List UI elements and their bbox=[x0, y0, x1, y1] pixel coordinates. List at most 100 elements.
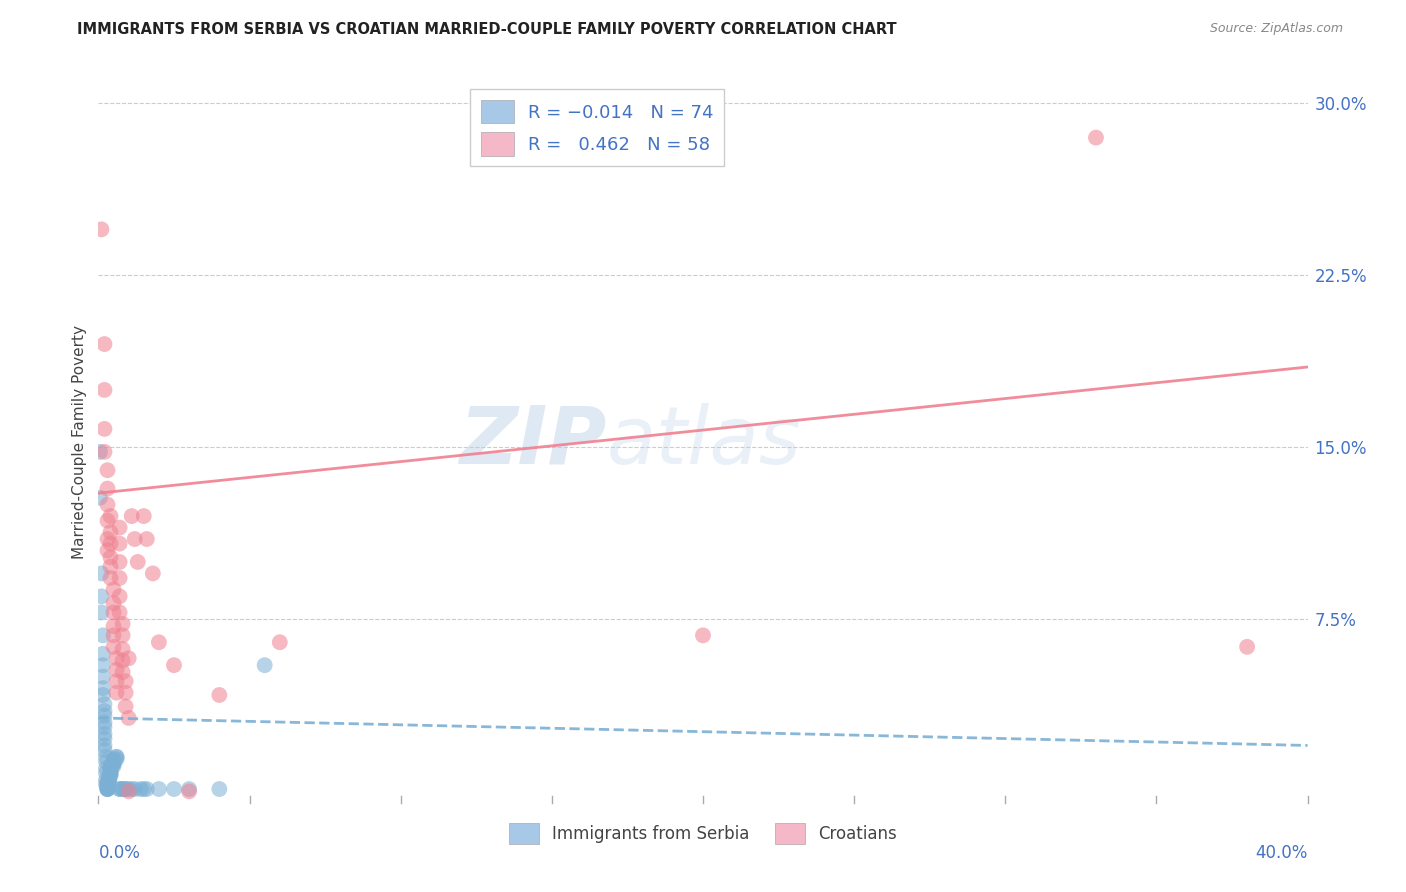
Point bbox=[100, 764, 122, 778]
Point bbox=[96, 777, 118, 791]
Point bbox=[93, 383, 115, 397]
Point bbox=[108, 571, 131, 585]
Point bbox=[91, 658, 114, 673]
Point bbox=[89, 445, 111, 459]
Point bbox=[105, 750, 128, 764]
Point bbox=[179, 784, 201, 798]
Point bbox=[98, 771, 121, 785]
Point bbox=[103, 628, 125, 642]
Point bbox=[132, 509, 155, 524]
Point bbox=[114, 686, 136, 700]
Point bbox=[93, 739, 115, 753]
Text: ZIP: ZIP bbox=[458, 402, 606, 481]
Point bbox=[114, 699, 136, 714]
Point bbox=[111, 642, 134, 657]
Point bbox=[96, 782, 118, 797]
Point bbox=[103, 759, 125, 773]
Point bbox=[94, 777, 117, 791]
Point bbox=[103, 619, 125, 633]
Point bbox=[118, 651, 141, 665]
Point bbox=[98, 775, 121, 789]
Point bbox=[100, 761, 122, 775]
Point bbox=[96, 782, 118, 797]
Point bbox=[96, 514, 118, 528]
Point bbox=[100, 768, 122, 782]
Point bbox=[94, 772, 117, 787]
Text: IMMIGRANTS FROM SERBIA VS CROATIAN MARRIED-COUPLE FAMILY POVERTY CORRELATION CHA: IMMIGRANTS FROM SERBIA VS CROATIAN MARRI… bbox=[77, 22, 897, 37]
Point bbox=[103, 752, 125, 766]
Point bbox=[103, 640, 125, 654]
Point bbox=[96, 482, 118, 496]
Text: 0.0%: 0.0% bbox=[98, 844, 141, 862]
Point bbox=[100, 536, 122, 550]
Point bbox=[91, 688, 114, 702]
Point bbox=[111, 654, 134, 668]
Point bbox=[108, 555, 131, 569]
Point bbox=[148, 782, 170, 797]
Point bbox=[105, 686, 128, 700]
Point bbox=[100, 525, 122, 540]
Point bbox=[118, 784, 141, 798]
Point bbox=[114, 782, 136, 797]
Point bbox=[100, 764, 122, 778]
Point bbox=[93, 704, 115, 718]
Point bbox=[93, 422, 115, 436]
Point bbox=[108, 536, 131, 550]
Point bbox=[91, 681, 114, 695]
Point bbox=[91, 647, 114, 661]
Point bbox=[96, 463, 118, 477]
Point bbox=[114, 674, 136, 689]
Point bbox=[1085, 130, 1108, 145]
Point bbox=[93, 743, 115, 757]
Point bbox=[105, 651, 128, 665]
Point bbox=[103, 755, 125, 769]
Point bbox=[124, 782, 146, 797]
Point bbox=[118, 782, 141, 797]
Point bbox=[108, 590, 131, 604]
Point bbox=[93, 337, 115, 351]
Point bbox=[91, 670, 114, 684]
Point bbox=[108, 782, 131, 797]
Point bbox=[96, 543, 118, 558]
Point bbox=[103, 755, 125, 769]
Point bbox=[105, 663, 128, 677]
Point bbox=[93, 715, 115, 730]
Point bbox=[129, 782, 152, 797]
Point bbox=[103, 756, 125, 771]
Point bbox=[96, 780, 118, 794]
Point bbox=[94, 755, 117, 769]
Point bbox=[98, 772, 121, 787]
Text: atlas: atlas bbox=[606, 402, 801, 481]
Point bbox=[253, 658, 276, 673]
Point bbox=[1236, 640, 1258, 654]
Point bbox=[127, 555, 149, 569]
Point bbox=[93, 708, 115, 723]
Point bbox=[98, 771, 121, 785]
Point bbox=[100, 759, 122, 773]
Point bbox=[124, 532, 146, 546]
Point bbox=[105, 674, 128, 689]
Point bbox=[111, 616, 134, 631]
Point bbox=[93, 720, 115, 734]
Point bbox=[100, 559, 122, 574]
Point bbox=[93, 731, 115, 746]
Point bbox=[94, 766, 117, 780]
Point bbox=[269, 635, 291, 649]
Point bbox=[93, 727, 115, 741]
Point bbox=[96, 782, 118, 797]
Point bbox=[111, 782, 134, 797]
Point bbox=[100, 509, 122, 524]
Point bbox=[163, 782, 186, 797]
Point bbox=[96, 782, 118, 797]
Text: 40.0%: 40.0% bbox=[1256, 844, 1308, 862]
Point bbox=[108, 606, 131, 620]
Point bbox=[108, 520, 131, 534]
Point bbox=[103, 596, 125, 610]
Point bbox=[89, 491, 111, 505]
Point bbox=[96, 498, 118, 512]
Point bbox=[96, 777, 118, 791]
Point bbox=[90, 222, 112, 236]
Point bbox=[100, 761, 122, 775]
Point bbox=[96, 780, 118, 794]
Point bbox=[114, 782, 136, 797]
